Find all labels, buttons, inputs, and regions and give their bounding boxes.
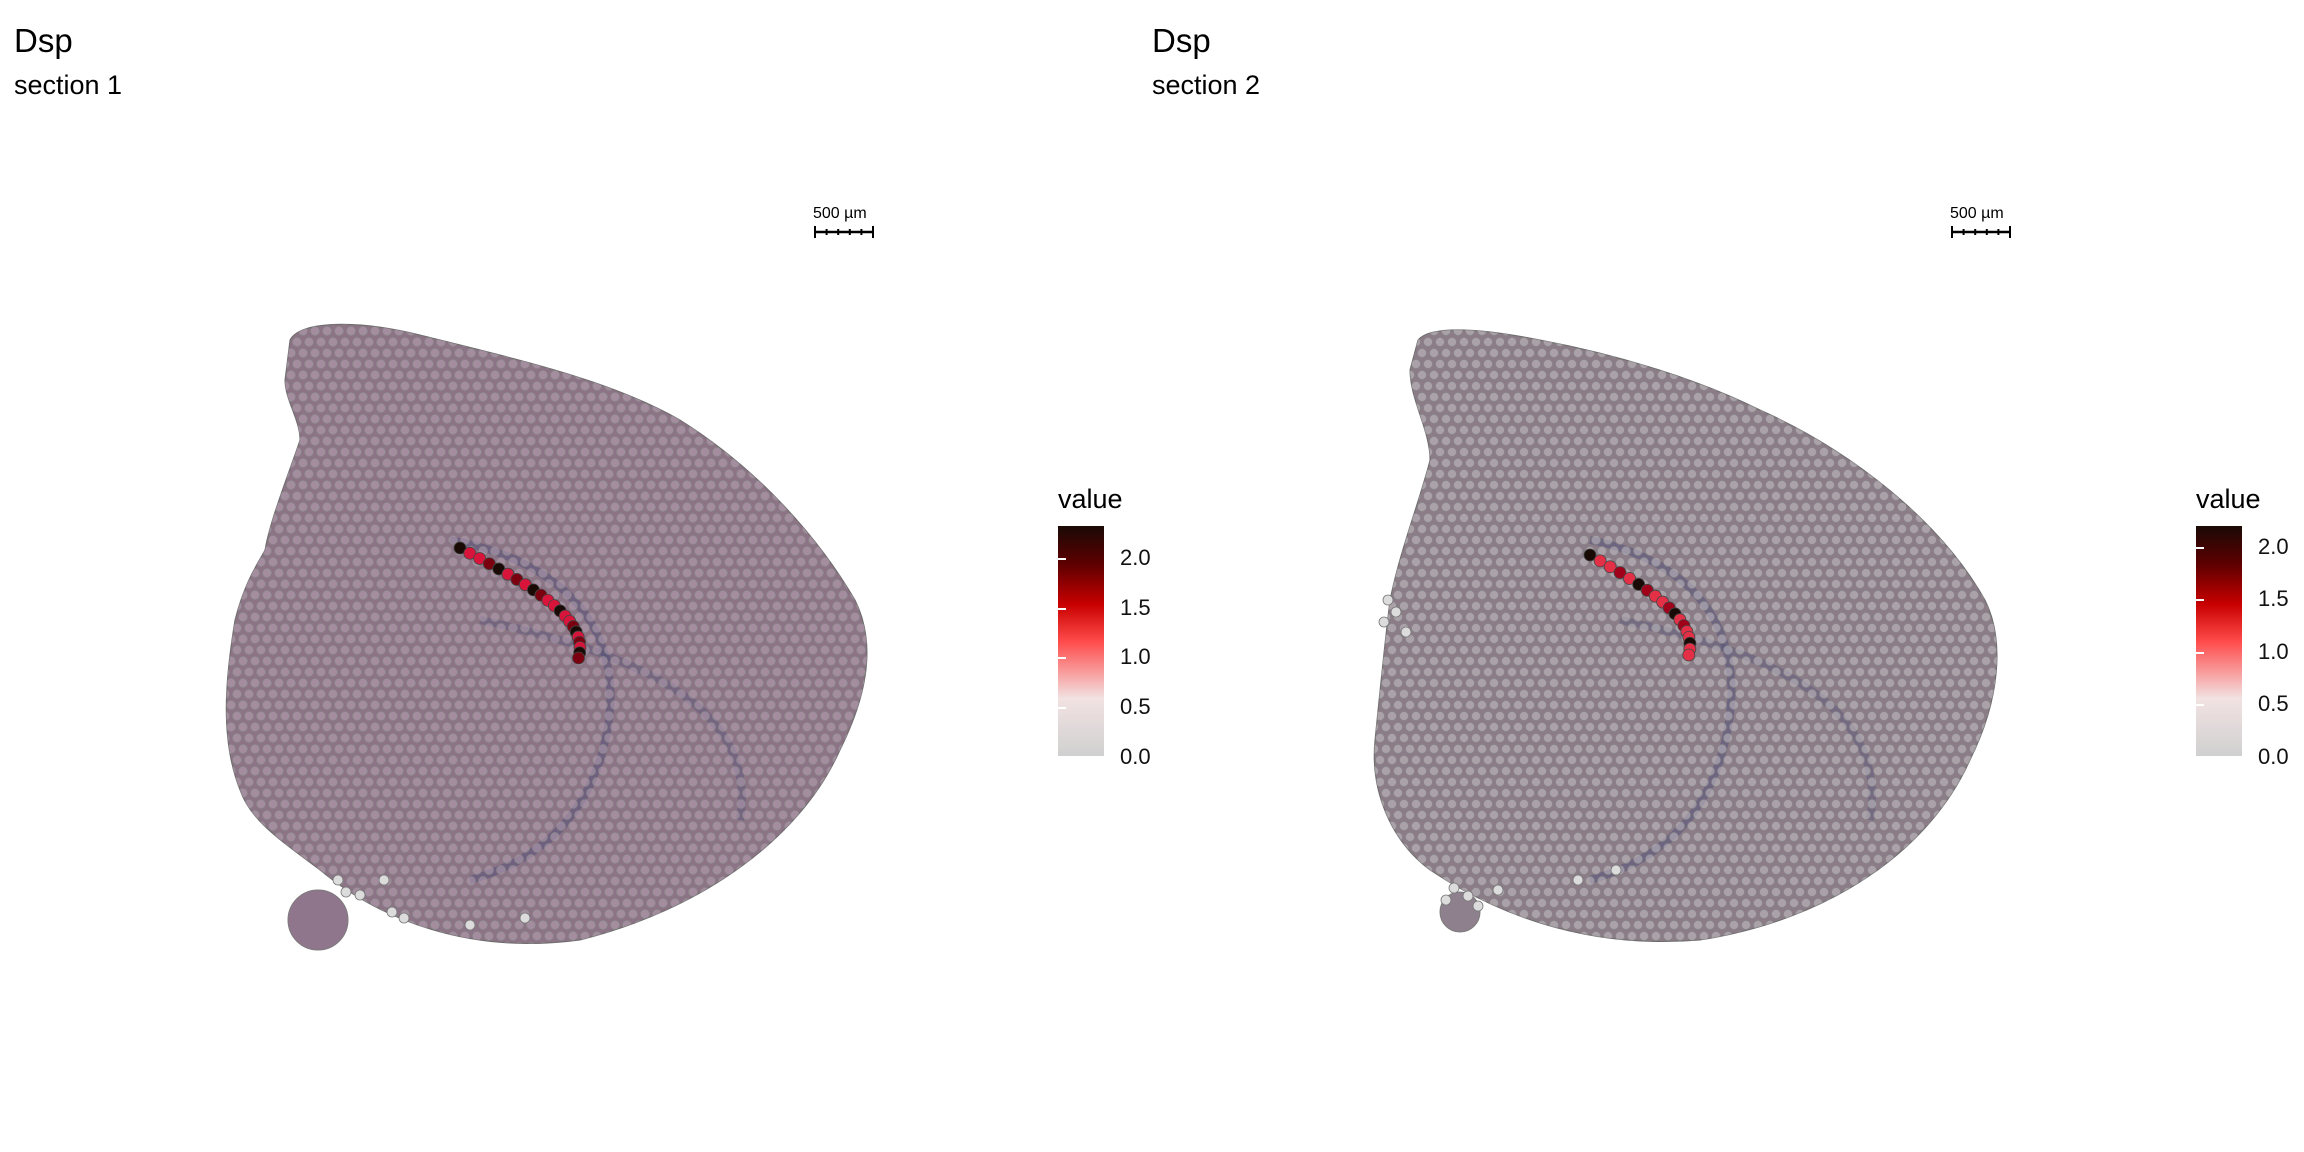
legend-tick-label: 1.5	[1120, 595, 1151, 620]
scalebar-label: 500 µm	[813, 205, 867, 222]
tissue-image	[225, 226, 874, 951]
tissue-image	[1373, 226, 2011, 943]
panel-title: Dsp	[1152, 22, 1211, 59]
panel-section-1: Dsp section 1 500 µm value 2.0 1.5 1.0 0…	[0, 0, 1151, 1152]
legend-tick-label: 0.5	[1120, 694, 1151, 719]
panel-title: Dsp	[14, 22, 73, 59]
panel-section-2: Dsp section 2 500 µm value 2.0 1.5 1.0 0…	[1138, 0, 2289, 1152]
legend-colorbar	[1058, 526, 1104, 756]
scalebar-label: 500 µm	[1950, 205, 2004, 222]
legend-tick-label: 2.0	[2258, 534, 2289, 559]
panel-subtitle: section 1	[14, 70, 123, 100]
legend-tick-label: 1.5	[2258, 586, 2289, 611]
legend-tick-label: 2.0	[1120, 545, 1151, 570]
panel-subtitle: section 2	[1152, 70, 1261, 100]
legend-tick-label: 1.0	[1120, 644, 1151, 669]
legend-colorbar	[2196, 526, 2242, 756]
legend-tick-label: 1.0	[2258, 639, 2289, 664]
legend-tick-label: 0.5	[2258, 691, 2289, 716]
legend-tick-label: 0.0	[2258, 744, 2289, 769]
legend-title: value	[2196, 484, 2261, 514]
legend-tick-label: 0.0	[1120, 744, 1151, 769]
legend-title: value	[1058, 484, 1123, 514]
